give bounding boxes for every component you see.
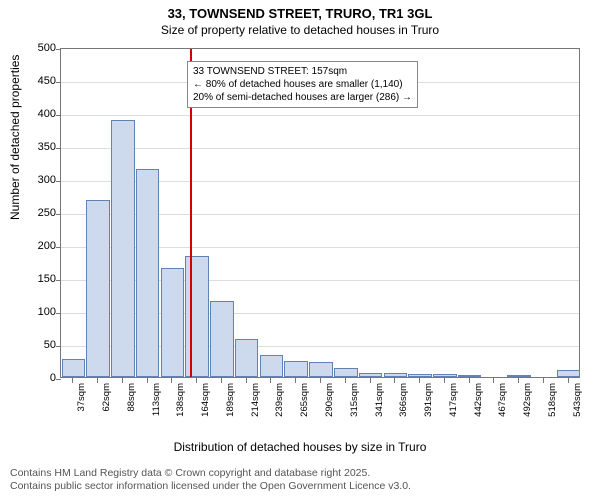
ytick-mark [56,313,61,314]
xtick-mark [221,378,222,383]
bar [384,373,408,377]
plot-area: 33 TOWNSEND STREET: 157sqm← 80% of detac… [60,48,580,378]
xtick-mark [122,378,123,383]
footer-line-1: Contains HM Land Registry data © Crown c… [10,467,411,481]
xtick-label: 113sqm [151,383,162,416]
xtick-mark [370,378,371,383]
xtick-label: 138sqm [175,383,186,417]
xtick-mark [469,378,470,383]
bar [507,375,531,377]
ytick-label: 300 [26,174,56,186]
ytick-label: 50 [26,339,56,351]
xtick-mark [444,378,445,383]
ytick-mark [56,214,61,215]
xtick-mark [72,378,73,383]
gridline-h [61,115,579,116]
xtick-label: 239sqm [274,383,285,417]
xtick-mark [568,378,569,383]
ytick-label: 500 [26,42,56,54]
xtick-label: 88sqm [126,383,137,412]
bar [334,368,358,377]
ytick-label: 450 [26,75,56,87]
xtick-label: 214sqm [250,383,261,417]
xtick-mark [270,378,271,383]
title-main: 33, TOWNSEND STREET, TRURO, TR1 3GL [0,6,600,21]
xtick-label: 290sqm [324,383,335,417]
annotation-line: ← 80% of detached houses are smaller (1,… [193,78,412,91]
ytick-mark [56,247,61,248]
xtick-mark [518,378,519,383]
xtick-label: 492sqm [522,383,533,417]
xtick-label: 366sqm [398,383,409,417]
xtick-label: 62sqm [101,383,112,412]
xtick-label: 315sqm [349,383,360,417]
bar [260,355,284,377]
xtick-mark [419,378,420,383]
annotation-line: 20% of semi-detached houses are larger (… [193,91,412,104]
x-axis-label: Distribution of detached houses by size … [0,440,600,454]
xtick-label: 391sqm [423,383,434,417]
ytick-label: 150 [26,273,56,285]
bar [309,362,333,377]
xtick-label: 164sqm [200,383,211,417]
bar [136,169,160,377]
ytick-label: 100 [26,306,56,318]
bar [185,256,209,377]
annotation-box: 33 TOWNSEND STREET: 157sqm← 80% of detac… [187,61,418,108]
bar [359,373,383,377]
ytick-label: 0 [26,372,56,384]
bar [111,120,135,377]
ytick-label: 250 [26,207,56,219]
xtick-label: 467sqm [497,383,508,417]
annotation-line: 33 TOWNSEND STREET: 157sqm [193,65,412,78]
footer-attribution: Contains HM Land Registry data © Crown c… [10,467,411,494]
bar [235,339,259,377]
ytick-mark [56,82,61,83]
bar [557,370,581,377]
xtick-mark [320,378,321,383]
xtick-label: 341sqm [374,383,385,417]
ytick-label: 200 [26,240,56,252]
bar [161,268,185,377]
xtick-label: 543sqm [572,383,583,417]
xtick-mark [345,378,346,383]
xtick-label: 442sqm [473,383,484,417]
bar [86,200,110,377]
xtick-mark [543,378,544,383]
xtick-mark [493,378,494,383]
bar [210,301,234,377]
bar [433,374,457,377]
xtick-mark [295,378,296,383]
xtick-mark [196,378,197,383]
y-axis-label: Number of detached properties [8,55,22,220]
bar [284,361,308,378]
xtick-label: 37sqm [76,383,87,412]
ytick-mark [56,379,61,380]
ytick-label: 400 [26,108,56,120]
xtick-mark [246,378,247,383]
ytick-mark [56,148,61,149]
bar [458,375,482,377]
xtick-label: 189sqm [225,383,236,417]
xtick-mark [147,378,148,383]
xtick-mark [394,378,395,383]
xtick-mark [171,378,172,383]
title-sub: Size of property relative to detached ho… [0,23,600,37]
gridline-h [61,148,579,149]
footer-line-2: Contains public sector information licen… [10,480,411,494]
ytick-mark [56,181,61,182]
xtick-mark [97,378,98,383]
ytick-mark [56,280,61,281]
chart-area: 33 TOWNSEND STREET: 157sqm← 80% of detac… [60,48,580,423]
ytick-mark [56,115,61,116]
bar [408,374,432,377]
xtick-label: 518sqm [547,383,558,417]
ytick-mark [56,346,61,347]
ytick-label: 350 [26,141,56,153]
xtick-label: 265sqm [299,383,310,417]
ytick-mark [56,49,61,50]
bar [62,359,86,377]
xtick-label: 417sqm [448,383,459,417]
